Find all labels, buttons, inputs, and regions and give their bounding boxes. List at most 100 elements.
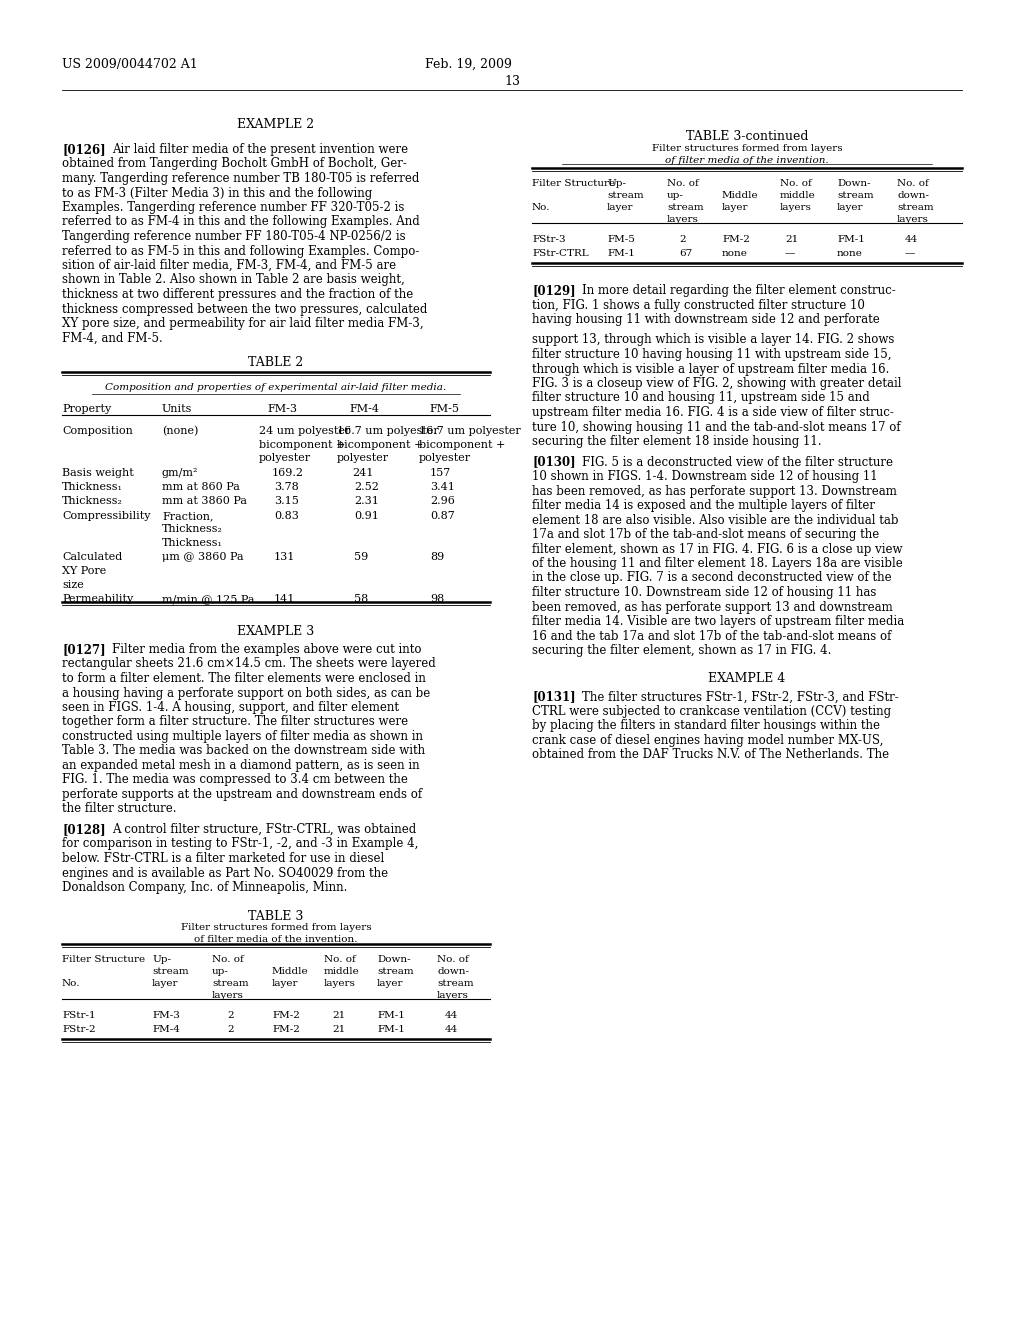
Text: FM-1: FM-1 [607,249,635,257]
Text: perforate supports at the upstream and downstream ends of: perforate supports at the upstream and d… [62,788,422,801]
Text: 67: 67 [679,249,692,257]
Text: upstream filter media 16. FIG. 4 is a side view of filter struc-: upstream filter media 16. FIG. 4 is a si… [532,407,894,418]
Text: up-: up- [212,966,229,975]
Text: FStr-3: FStr-3 [532,235,565,244]
Text: Thickness₂: Thickness₂ [162,524,223,535]
Text: 10 shown in FIGS. 1-4. Downstream side 12 of housing 11: 10 shown in FIGS. 1-4. Downstream side 1… [532,470,878,483]
Text: Up-: Up- [152,954,171,964]
Text: down-: down- [437,966,469,975]
Text: obtained from the DAF Trucks N.V. of The Netherlands. The: obtained from the DAF Trucks N.V. of The… [532,748,889,762]
Text: FM-1: FM-1 [377,1024,404,1034]
Text: FM-1: FM-1 [837,235,865,244]
Text: US 2009/0044702 A1: US 2009/0044702 A1 [62,58,198,71]
Text: FM-1: FM-1 [377,1011,404,1019]
Text: 98: 98 [430,594,444,605]
Text: of filter media of the invention.: of filter media of the invention. [195,936,357,945]
Text: 44: 44 [445,1011,459,1019]
Text: 0.91: 0.91 [354,511,379,521]
Text: size: size [62,579,84,590]
Text: 0.83: 0.83 [274,511,299,521]
Text: Thickness₂: Thickness₂ [62,496,123,507]
Text: Composition: Composition [62,426,133,436]
Text: A control filter structure, FStr-CTRL, was obtained: A control filter structure, FStr-CTRL, w… [112,822,416,836]
Text: filter structure 10 having housing 11 with upstream side 15,: filter structure 10 having housing 11 wi… [532,348,892,360]
Text: referred to as FM-5 in this and following Examples. Compo-: referred to as FM-5 in this and followin… [62,244,420,257]
Text: layer: layer [152,978,178,987]
Text: middle: middle [324,966,359,975]
Text: the filter structure.: the filter structure. [62,803,176,816]
Text: middle: middle [780,191,816,201]
Text: for comparison in testing to FStr-1, -2, and -3 in Example 4,: for comparison in testing to FStr-1, -2,… [62,837,419,850]
Text: 2.52: 2.52 [354,482,379,492]
Text: by placing the filters in standard filter housings within the: by placing the filters in standard filte… [532,719,880,733]
Text: 21: 21 [332,1011,345,1019]
Text: FIG. 1. The media was compressed to 3.4 cm between the: FIG. 1. The media was compressed to 3.4 … [62,774,408,787]
Text: shown in Table 2. Also shown in Table 2 are basis weight,: shown in Table 2. Also shown in Table 2 … [62,273,404,286]
Text: EXAMPLE 2: EXAMPLE 2 [238,117,314,131]
Text: No. of: No. of [324,954,355,964]
Text: down-: down- [897,191,929,201]
Text: ture 10, showing housing 11 and the tab-and-slot means 17 of: ture 10, showing housing 11 and the tab-… [532,421,901,433]
Text: FM-5: FM-5 [607,235,635,244]
Text: FM-3: FM-3 [267,404,297,414]
Text: layer: layer [722,203,749,213]
Text: CTRL were subjected to crankcase ventilation (CCV) testing: CTRL were subjected to crankcase ventila… [532,705,891,718]
Text: thickness at two different pressures and the fraction of the: thickness at two different pressures and… [62,288,414,301]
Text: 58: 58 [354,594,369,605]
Text: support 13, through which is visible a layer 14. FIG. 2 shows: support 13, through which is visible a l… [532,334,894,346]
Text: an expanded metal mesh in a diamond pattern, as is seen in: an expanded metal mesh in a diamond patt… [62,759,420,772]
Text: 3.78: 3.78 [274,482,299,492]
Text: none: none [837,249,863,257]
Text: polyester: polyester [337,453,389,463]
Text: No.: No. [62,978,81,987]
Text: Filter structures formed from layers: Filter structures formed from layers [651,144,843,153]
Text: layers: layers [897,215,929,224]
Text: Permeability: Permeability [62,594,133,605]
Text: 13: 13 [504,75,520,88]
Text: FStr-2: FStr-2 [62,1024,95,1034]
Text: FStr-CTRL: FStr-CTRL [532,249,589,257]
Text: FM-4, and FM-5.: FM-4, and FM-5. [62,331,163,345]
Text: Donaldson Company, Inc. of Minneapolis, Minn.: Donaldson Company, Inc. of Minneapolis, … [62,880,347,894]
Text: in the close up. FIG. 7 is a second deconstructed view of the: in the close up. FIG. 7 is a second deco… [532,572,892,585]
Text: [0128]: [0128] [62,822,105,836]
Text: 21: 21 [785,235,799,244]
Text: FM-2: FM-2 [722,235,750,244]
Text: layer: layer [377,978,403,987]
Text: has been removed, as has perforate support 13. Downstream: has been removed, as has perforate suppo… [532,484,897,498]
Text: EXAMPLE 4: EXAMPLE 4 [709,672,785,685]
Text: (none): (none) [162,426,199,437]
Text: Filter media from the examples above were cut into: Filter media from the examples above wer… [112,643,422,656]
Text: securing the filter element 18 inside housing 11.: securing the filter element 18 inside ho… [532,436,821,447]
Text: No. of: No. of [667,180,698,187]
Text: Down-: Down- [837,180,870,187]
Text: TABLE 3-continued: TABLE 3-continued [686,129,808,143]
Text: Up-: Up- [607,180,626,187]
Text: 2: 2 [679,235,686,244]
Text: 59: 59 [354,553,369,562]
Text: —: — [905,249,915,257]
Text: [0130]: [0130] [532,455,575,469]
Text: XY pore size, and permeability for air laid filter media FM-3,: XY pore size, and permeability for air l… [62,317,424,330]
Text: Filter structures formed from layers: Filter structures formed from layers [180,924,372,932]
Text: FM-5: FM-5 [429,404,459,414]
Text: layers: layers [212,990,244,999]
Text: In more detail regarding the filter element construc-: In more detail regarding the filter elem… [582,284,896,297]
Text: tion, FIG. 1 shows a fully constructed filter structure 10: tion, FIG. 1 shows a fully constructed f… [532,298,865,312]
Text: FM-3: FM-3 [152,1011,180,1019]
Text: TABLE 2: TABLE 2 [249,356,304,370]
Text: referred to as FM-4 in this and the following Examples. And: referred to as FM-4 in this and the foll… [62,215,420,228]
Text: a housing having a perforate support on both sides, as can be: a housing having a perforate support on … [62,686,430,700]
Text: —: — [785,249,796,257]
Text: Middle: Middle [272,966,308,975]
Text: Feb. 19, 2009: Feb. 19, 2009 [425,58,512,71]
Text: FIG. 3 is a closeup view of FIG. 2, showing with greater detail: FIG. 3 is a closeup view of FIG. 2, show… [532,378,901,389]
Text: Property: Property [62,404,112,414]
Text: The filter structures FStr-1, FStr-2, FStr-3, and FStr-: The filter structures FStr-1, FStr-2, FS… [582,690,899,704]
Text: securing the filter element, shown as 17 in FIG. 4.: securing the filter element, shown as 17… [532,644,831,657]
Text: layer: layer [272,978,299,987]
Text: layers: layers [437,990,469,999]
Text: filter media 14. Visible are two layers of upstream filter media: filter media 14. Visible are two layers … [532,615,904,628]
Text: stream: stream [152,966,188,975]
Text: 241: 241 [352,467,374,478]
